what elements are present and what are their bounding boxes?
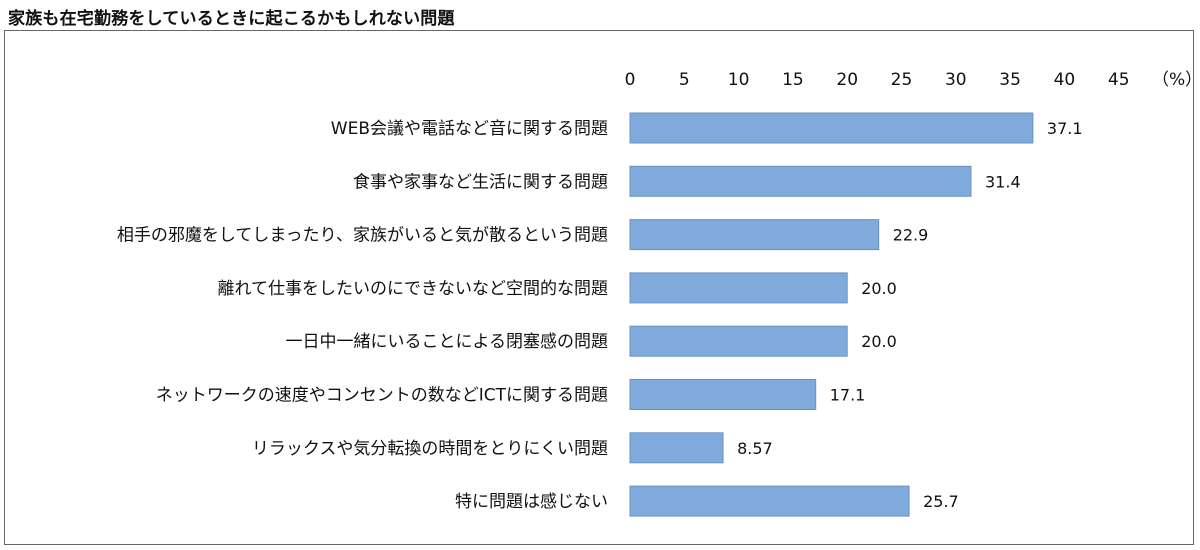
- category-label: リラックスや気分転換の時間をとりにくい問題: [252, 439, 608, 459]
- x-tick-label: 5: [679, 70, 690, 90]
- value-label: 20.0: [861, 332, 897, 351]
- x-tick-label: 10: [728, 70, 750, 90]
- x-tick-label: 20: [836, 70, 858, 90]
- category-label: 食事や家事など生活に関する問題: [353, 172, 608, 192]
- x-tick-label: 15: [782, 70, 804, 90]
- bar: [629, 112, 1034, 144]
- bar: [629, 165, 972, 197]
- x-tick-label: 30: [945, 70, 967, 90]
- value-label: 25.7: [923, 492, 959, 511]
- chart-frame: [4, 30, 1194, 545]
- value-label: 37.1: [1047, 119, 1083, 138]
- x-axis-ticks: 0 5 10 15 20 25 30 35 40 45 （%）: [625, 70, 1200, 90]
- category-label: 離れて仕事をしたいのにできないなど空間的な問題: [218, 279, 609, 299]
- value-label: 17.1: [830, 386, 866, 405]
- value-label: 22.9: [893, 226, 929, 245]
- bar: [629, 432, 724, 464]
- category-label: 一日中一緒にいることによる閉塞感の問題: [286, 332, 609, 352]
- category-label: 相手の邪魔をしてしまったり、家族がいると気が散るという問題: [117, 226, 608, 246]
- bar: [629, 379, 817, 410]
- value-label: 20.0: [861, 279, 897, 298]
- x-tick-label: 25: [891, 70, 913, 90]
- category-label: ネットワークの速度やコンセントの数などICTに関する問題: [156, 386, 608, 406]
- x-tick-label: 45: [1108, 70, 1130, 90]
- bar: [629, 219, 880, 251]
- bars: WEB会議や電話など音に関する問題 37.1 食事や家事など生活に関する問題 31.4…: [117, 112, 1083, 517]
- bar: [629, 485, 910, 517]
- x-tick-label: 40: [1054, 70, 1076, 90]
- x-tick-label: 0: [625, 70, 636, 90]
- chart-title: 家族も在宅勤務をしているときに起こるかもしれない問題: [8, 9, 455, 29]
- value-label: 31.4: [985, 172, 1021, 191]
- value-label: 8.57: [737, 439, 773, 458]
- unit-label: （%）: [1152, 70, 1200, 90]
- category-label: 特に問題は感じない: [455, 492, 608, 512]
- bar: [629, 272, 848, 304]
- category-label: WEB会議や電話など音に関する問題: [331, 119, 608, 139]
- bar: [629, 325, 848, 357]
- x-tick-label: 35: [999, 70, 1021, 90]
